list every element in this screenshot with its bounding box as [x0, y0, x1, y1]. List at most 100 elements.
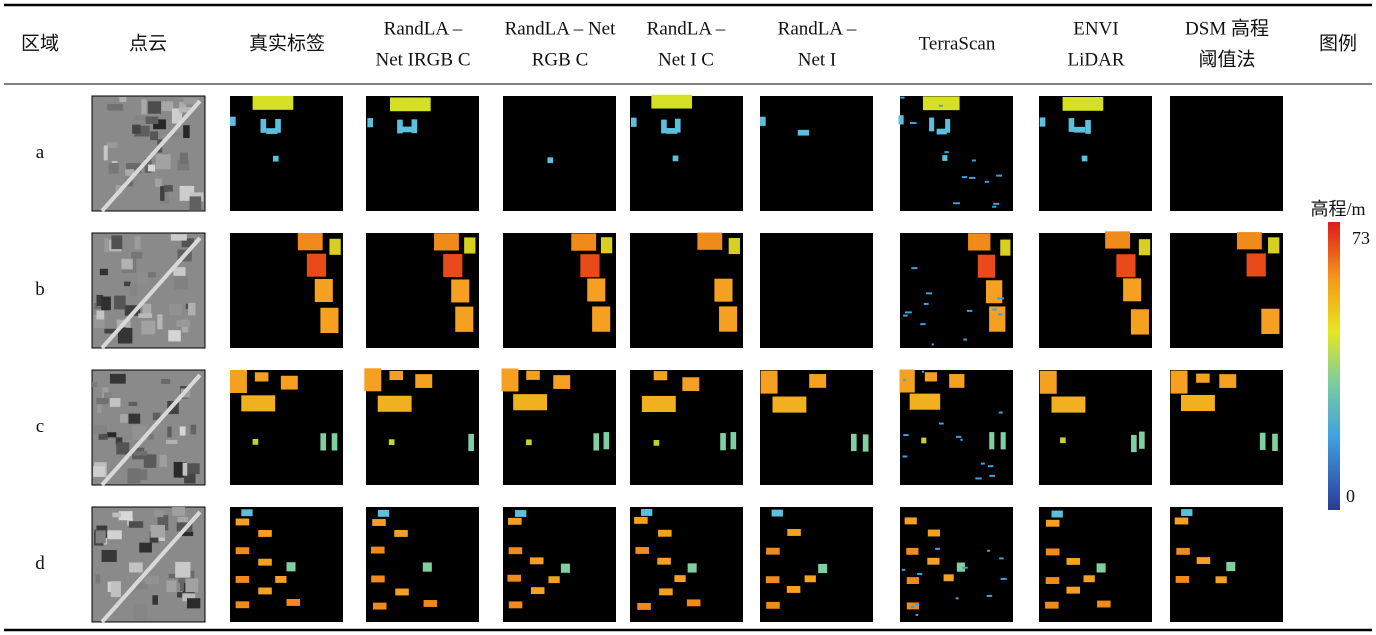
building [560, 563, 570, 573]
column-header: 区域 [21, 32, 59, 54]
noise-point [903, 314, 908, 317]
point-cloud-texture [185, 578, 199, 593]
building [603, 432, 610, 450]
building [1039, 117, 1046, 127]
building [1105, 231, 1131, 249]
building [548, 576, 560, 584]
noise-point [968, 176, 976, 179]
point-cloud-texture [152, 412, 161, 421]
point-cloud-texture [179, 426, 186, 436]
point-cloud-texture [114, 295, 126, 310]
classification-image [503, 96, 616, 211]
building [1246, 253, 1266, 277]
building [1045, 519, 1060, 527]
column-header: RandLA – [384, 18, 463, 39]
building [434, 233, 459, 251]
building [320, 433, 327, 451]
point-cloud-texture [93, 466, 106, 477]
noise-point [987, 549, 991, 552]
building [593, 433, 600, 451]
building [630, 117, 637, 127]
point-cloud-texture [154, 178, 162, 187]
building [1131, 434, 1137, 453]
point-cloud-texture [118, 511, 133, 521]
point-cloud-texture [101, 296, 111, 311]
point-cloud-texture [161, 378, 171, 384]
noise-point [914, 603, 920, 606]
noise-point [904, 311, 912, 314]
building [331, 433, 338, 451]
point-cloud-texture [177, 160, 190, 171]
point-cloud-texture [137, 469, 148, 481]
point-cloud-road [100, 510, 202, 624]
noise-point [961, 176, 968, 179]
building [666, 128, 678, 134]
legend-max: 73 [1352, 228, 1370, 248]
building [266, 128, 278, 134]
building [968, 233, 991, 251]
column-header: RandLA – Net [505, 18, 617, 39]
classification-image [630, 507, 743, 622]
legend-title: 高程/m [1310, 199, 1365, 219]
point-cloud-texture [96, 294, 104, 306]
building [1051, 510, 1063, 518]
building [272, 155, 279, 162]
column-header: 真实标签 [249, 32, 325, 54]
building [395, 588, 409, 596]
noise-point [1000, 577, 1007, 580]
building [949, 374, 965, 388]
point-cloud-texture [167, 426, 172, 438]
point-cloud-texture [166, 580, 177, 593]
building [389, 370, 404, 381]
building [719, 306, 738, 332]
building [697, 232, 723, 250]
point-cloud-texture [160, 190, 169, 204]
row-label: a [36, 142, 45, 163]
column-header: Net I [798, 49, 837, 70]
point-cloud-texture [110, 581, 121, 598]
building [1045, 577, 1060, 584]
building [258, 530, 272, 537]
building [1000, 432, 1006, 450]
building [1138, 239, 1151, 256]
noise-point [910, 605, 915, 608]
building [241, 395, 276, 412]
point-cloud-texture [147, 164, 156, 172]
point-cloud-texture [95, 530, 106, 544]
building [600, 237, 613, 254]
building [286, 562, 296, 572]
building [921, 437, 927, 444]
building [906, 547, 919, 555]
point-cloud-texture [109, 373, 126, 384]
legend-min: 0 [1346, 486, 1355, 506]
point-cloud-texture [103, 432, 117, 438]
building [1083, 575, 1095, 583]
building [653, 440, 660, 446]
building [1123, 278, 1142, 302]
building [1039, 370, 1057, 394]
point-cloud-texture [132, 124, 141, 134]
building [922, 96, 960, 111]
noise-point [963, 338, 967, 341]
noise-point [953, 202, 960, 205]
point-cloud-texture [128, 413, 141, 424]
point-cloud-texture [154, 510, 164, 518]
noise-point [902, 455, 908, 458]
noise-point [998, 411, 1003, 414]
building [674, 575, 686, 583]
point-cloud-texture [101, 530, 114, 539]
point-cloud-texture [134, 125, 150, 137]
classification-image [1039, 96, 1152, 211]
building [230, 370, 247, 393]
building [367, 118, 373, 128]
point-cloud-texture [128, 401, 138, 406]
building [766, 601, 780, 609]
building [661, 119, 667, 134]
noise-point [975, 477, 982, 480]
point-cloud-texture [104, 328, 120, 334]
point-cloud-texture [121, 258, 133, 270]
point-cloud-texture [141, 320, 156, 335]
classification-image [230, 96, 343, 211]
building [252, 96, 294, 110]
building [468, 433, 474, 452]
